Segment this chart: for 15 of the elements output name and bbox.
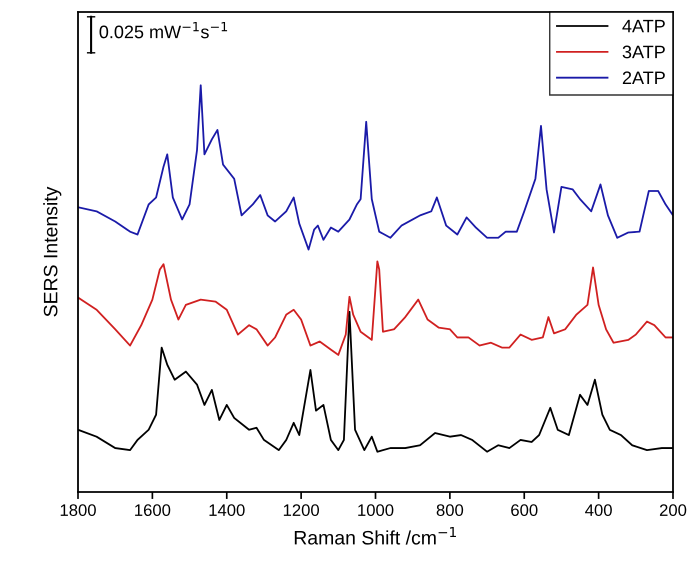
y-axis-title: SERS Intensity	[43, 186, 62, 316]
x-tick-label: 1000	[358, 504, 394, 516]
x-tick-label: 1400	[209, 504, 245, 516]
x-tick-label: 1600	[135, 504, 170, 516]
legend-label: 3ATP	[622, 46, 665, 58]
x-axis-title: Raman Shift /cm$^{−1}$	[294, 527, 456, 545]
x-tick-label: 600	[511, 504, 538, 516]
x-tick-label: 1800	[60, 504, 96, 516]
text: 0.025 mW$^{−1}$s$^{−1}$	[100, 22, 228, 38]
legend-label: 4ATP	[622, 20, 665, 32]
x-tick-label: 800	[436, 504, 464, 516]
x-tick-label: 400	[585, 504, 612, 516]
legend-label: 2ATP	[622, 71, 665, 84]
x-tick-label: 1200	[284, 504, 320, 516]
x-tick-label: 200	[660, 504, 686, 516]
